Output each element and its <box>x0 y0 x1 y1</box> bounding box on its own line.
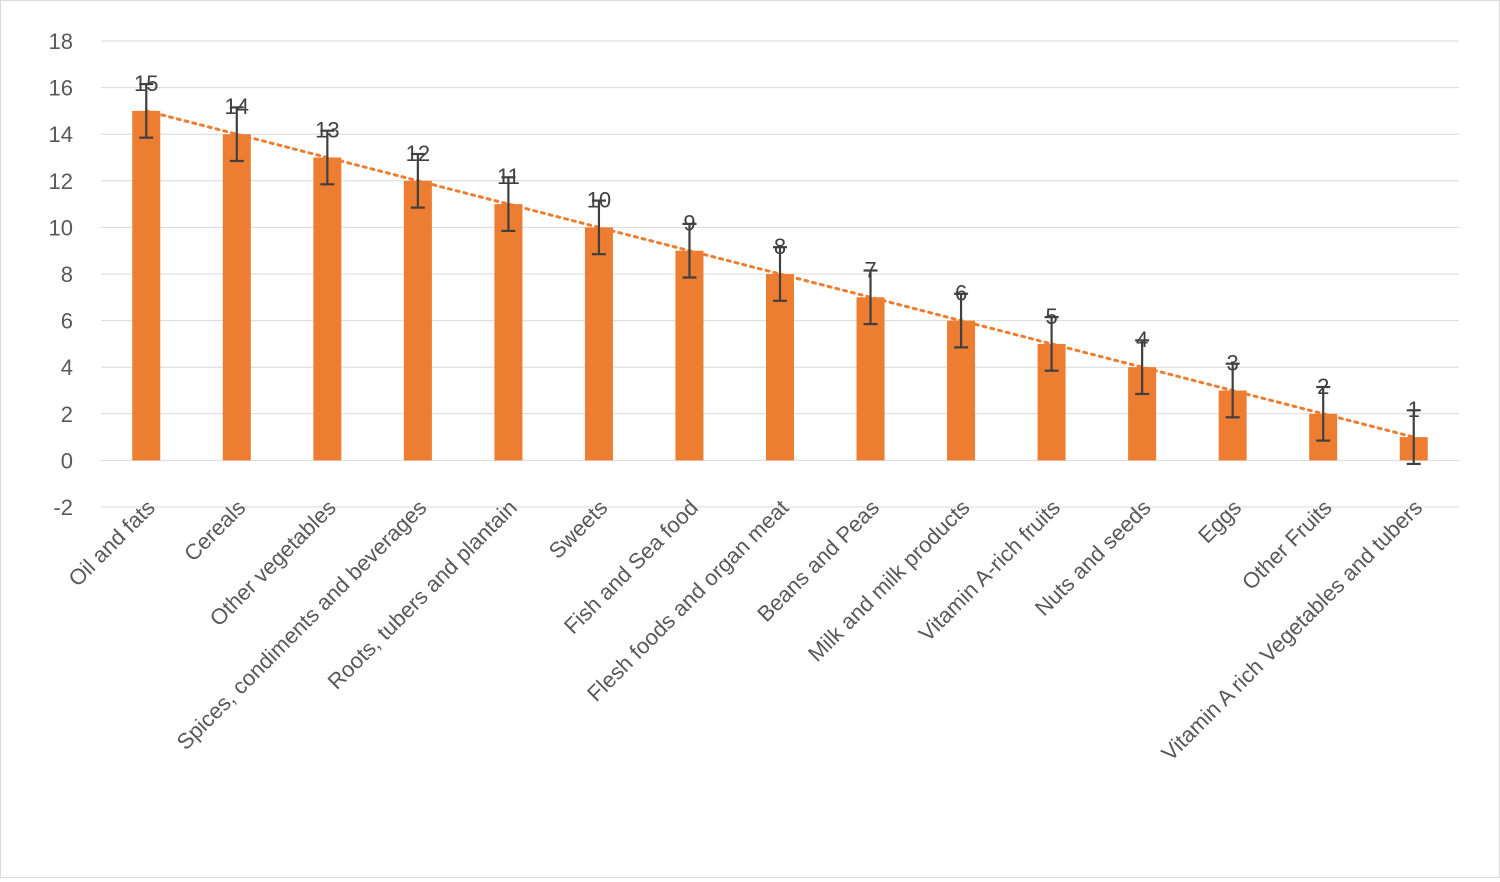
y-tick-label: 0 <box>61 448 73 473</box>
error-bar <box>1044 316 1059 372</box>
data-label: 14 <box>225 94 249 119</box>
bar <box>766 274 794 461</box>
data-label: 5 <box>1045 304 1057 329</box>
data-label: 6 <box>955 281 967 306</box>
error-bars <box>139 83 1421 465</box>
y-tick-label: 18 <box>49 29 73 54</box>
data-label: 11 <box>497 164 520 189</box>
error-bar <box>1135 339 1150 396</box>
data-label: 12 <box>406 141 430 166</box>
data-label: 4 <box>1136 327 1148 352</box>
category-label: Oil and fats <box>63 495 159 591</box>
error-bar <box>410 152 425 209</box>
data-label: 7 <box>864 257 876 282</box>
data-label: 8 <box>774 234 786 259</box>
y-tick-label: 2 <box>61 402 73 427</box>
error-bar <box>1225 362 1240 419</box>
data-labels: 15 14 13 12 11 10 9 8 7 6 5 4 3 2 1 <box>134 71 1420 422</box>
data-label: 2 <box>1317 374 1329 399</box>
bar <box>584 227 613 461</box>
data-label: 10 <box>587 187 611 212</box>
y-tick-label: 12 <box>49 169 73 194</box>
error-bar <box>501 176 516 232</box>
y-tick-label: 8 <box>61 262 73 287</box>
category-label: Cereals <box>179 495 250 566</box>
y-axis-tick-labels: -2 0 2 4 6 8 10 12 14 16 18 <box>49 29 73 520</box>
data-label: 3 <box>1227 351 1239 376</box>
bar <box>403 180 432 461</box>
category-label: Milk and milk products <box>803 495 975 667</box>
y-tick-label: -2 <box>53 495 73 520</box>
y-tick-label: 6 <box>61 309 73 334</box>
error-bar <box>591 199 606 256</box>
error-bar <box>1316 385 1331 442</box>
error-bar <box>139 83 154 139</box>
error-bar <box>229 106 244 163</box>
y-tick-label: 14 <box>49 122 73 147</box>
y-tick-label: 10 <box>49 215 73 240</box>
error-bar <box>320 129 335 186</box>
data-label: 13 <box>315 118 339 143</box>
error-bar <box>1406 409 1421 465</box>
y-tick-label: 16 <box>49 76 73 101</box>
category-label: Other Fruits <box>1237 495 1337 595</box>
error-bar <box>863 269 878 326</box>
bar <box>494 204 523 461</box>
category-label: Sweets <box>544 495 613 564</box>
bar <box>222 134 251 461</box>
trendline <box>144 109 1416 439</box>
trendline-line <box>144 109 1416 439</box>
data-label: 15 <box>134 71 158 96</box>
bar <box>313 157 342 461</box>
data-label: 1 <box>1408 397 1420 422</box>
error-bar <box>954 292 969 349</box>
y-tick-label: 4 <box>61 355 73 380</box>
error-bar <box>682 222 697 279</box>
error-bar <box>773 246 787 302</box>
category-label: Roots, tubers and plantain <box>323 495 522 694</box>
bars <box>132 110 1428 461</box>
bar <box>675 250 704 461</box>
bar <box>132 110 161 461</box>
category-label: Eggs <box>1193 495 1246 548</box>
data-label: 9 <box>683 211 695 236</box>
